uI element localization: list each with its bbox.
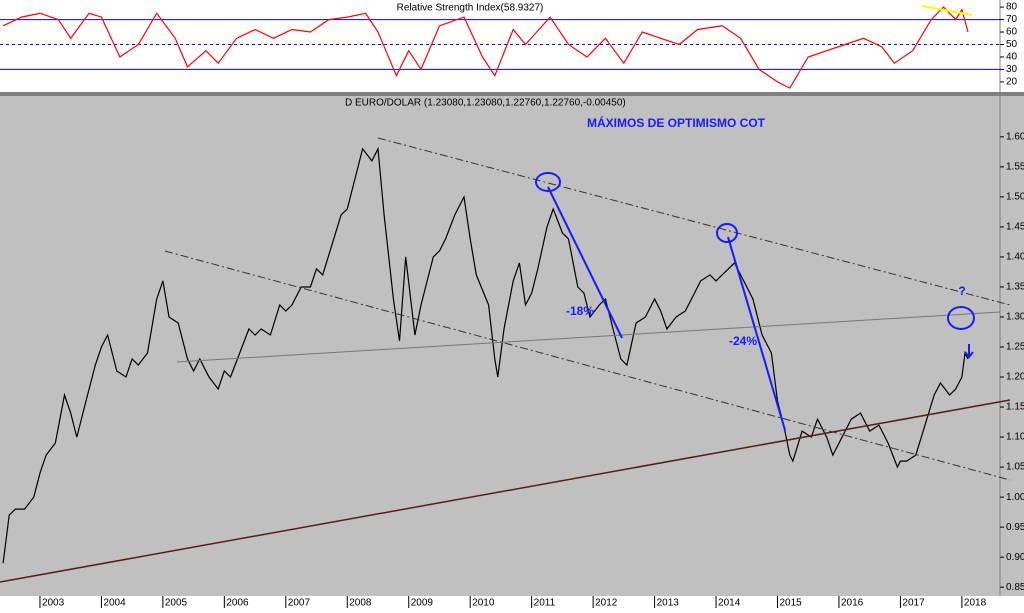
highlight-circle — [947, 306, 975, 330]
highlight-circle — [716, 223, 738, 243]
y-tick-label: 1.45 — [1006, 222, 1024, 233]
panel-divider — [0, 92, 1024, 96]
rsi-panel — [0, 0, 1024, 92]
x-tick-label: 2012 — [595, 598, 618, 608]
y-tick-label: 1.20 — [1006, 372, 1024, 383]
x-tick-label: 2004 — [103, 598, 126, 608]
y-tick-label: 1.15 — [1006, 402, 1024, 413]
trend-lines — [0, 5, 1011, 583]
x-tick-label: 2017 — [902, 598, 925, 608]
y-tick-label: 80 — [1006, 2, 1018, 13]
y-tick-label: 1.55 — [1006, 161, 1024, 172]
y-tick-label: 40 — [1006, 52, 1018, 63]
highlight-circle — [535, 172, 561, 192]
rsi-trend-line — [921, 5, 973, 16]
y-tick-label: 70 — [1006, 14, 1018, 25]
trend-line — [0, 399, 1011, 583]
x-tick-label: 2008 — [349, 598, 372, 608]
y-tick-label: 50 — [1006, 39, 1018, 50]
y-tick-label: 1.00 — [1006, 492, 1024, 503]
price-title: D EURO/DOLAR (1.23080,1.23080,1.22760,1.… — [345, 98, 626, 109]
y-tick-label: 1.35 — [1006, 282, 1024, 293]
y-tick-label: 1.05 — [1006, 462, 1024, 473]
down-arrow — [964, 344, 974, 359]
y-tick-label: 1.25 — [1006, 342, 1024, 353]
trend-line — [164, 250, 1011, 481]
trend-line — [377, 137, 1011, 306]
x-tick-label: 2003 — [42, 598, 65, 608]
x-tick-label: 2006 — [226, 598, 249, 608]
annotation: ? — [958, 284, 965, 298]
y-tick-label: 0.85 — [1006, 582, 1024, 593]
y-tick-label: 1.10 — [1006, 432, 1024, 443]
y-tick-label: 1.50 — [1006, 192, 1024, 203]
y-tick-label: 30 — [1006, 64, 1018, 75]
y-tick-label: 1.40 — [1006, 252, 1024, 263]
x-tick-label: 2014 — [718, 598, 741, 608]
x-tick-label: 2015 — [780, 598, 803, 608]
series-line — [2, 6, 969, 89]
y-tick-label: 0.95 — [1006, 522, 1024, 533]
x-tick-label: 2018 — [964, 598, 987, 608]
annotation: MÁXIMOS DE OPTIMISMO COT — [587, 115, 766, 130]
x-tick-label: 2016 — [841, 598, 864, 608]
x-tick-label: 2011 — [534, 598, 556, 608]
y-tick-label: 1.60 — [1006, 131, 1024, 142]
y-tick-label: 60 — [1006, 27, 1018, 38]
x-tick-label: 2010 — [472, 598, 495, 608]
rsi-title: Relative Strength Index(58.9327) — [397, 3, 544, 14]
price-panel — [0, 96, 1024, 596]
drop-line — [547, 186, 623, 339]
x-tick-label: 2013 — [657, 598, 680, 608]
annotation: -24% — [729, 334, 757, 348]
x-axis-strip — [0, 596, 1024, 608]
x-tick-label: 2009 — [411, 598, 434, 608]
annotation: -18% — [566, 304, 594, 318]
x-tick-label: 2007 — [288, 598, 311, 608]
drop-line — [727, 236, 786, 431]
x-tick-label: 2005 — [165, 598, 188, 608]
y-tick-label: 0.90 — [1006, 552, 1024, 563]
y-tick-label: 1.30 — [1006, 312, 1024, 323]
y-tick-label: 20 — [1006, 77, 1018, 88]
trend-line — [176, 311, 1001, 363]
